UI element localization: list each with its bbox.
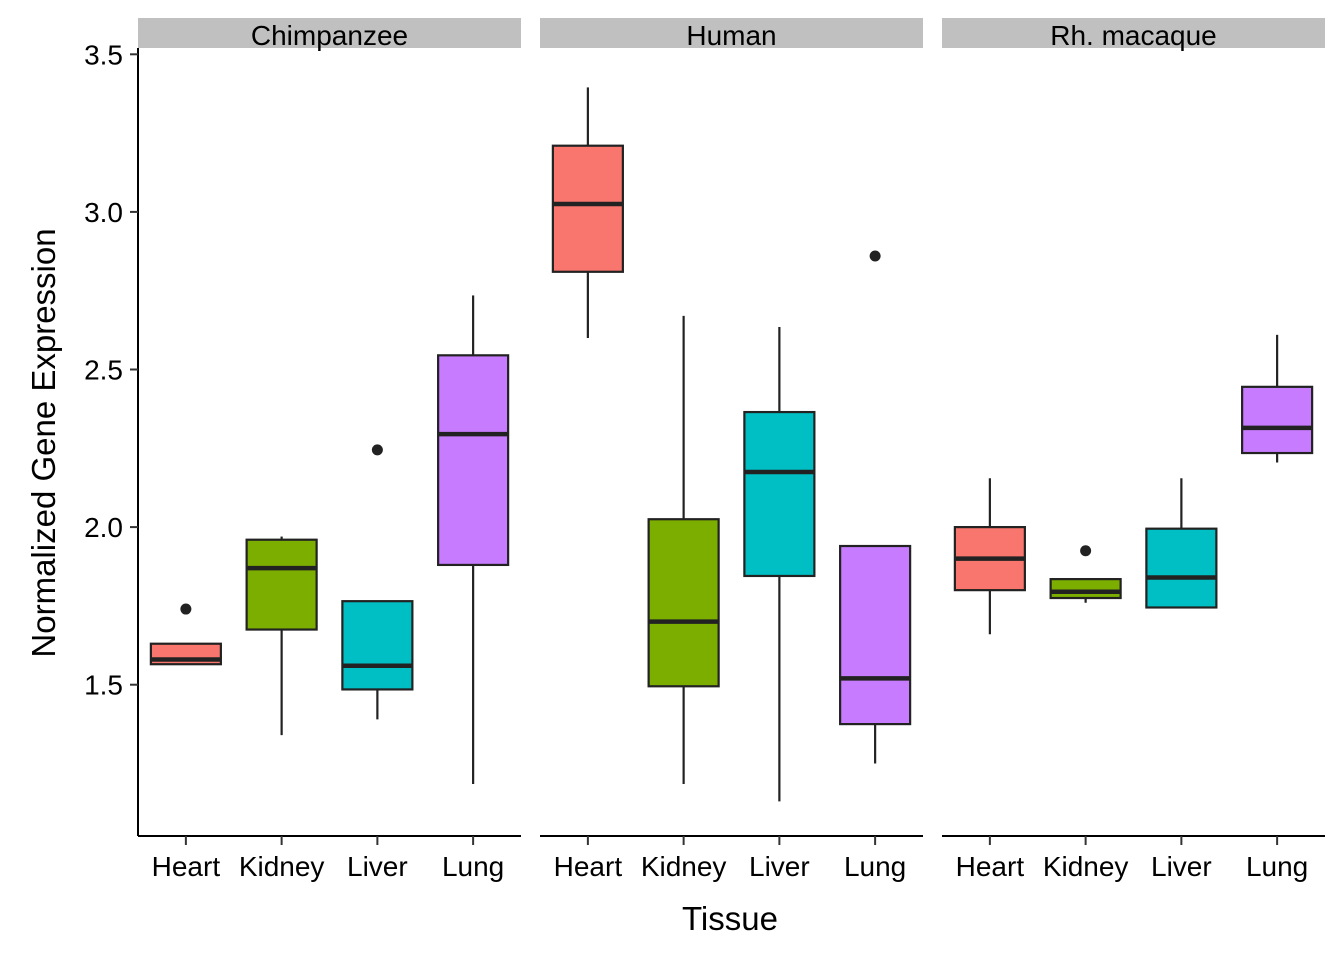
facet-strip-label: Human: [686, 20, 776, 51]
x-tick-label: Lung: [844, 851, 906, 882]
box-body: [1241, 385, 1314, 455]
y-axis-title: Normalized Gene Expression: [25, 228, 62, 657]
facet-strip: [138, 18, 521, 48]
x-tick-label: Lung: [1246, 851, 1308, 882]
outlier-point: [869, 250, 881, 262]
box-body: [245, 538, 318, 631]
x-tick-label: Heart: [152, 851, 221, 882]
box-human-kidney: [647, 315, 720, 784]
facet-strip: [540, 18, 923, 48]
x-tick-label: Heart: [554, 851, 623, 882]
x-tick-label: Kidney: [641, 851, 727, 882]
y-tick-label: 2.0: [84, 512, 123, 543]
box-body: [743, 410, 816, 578]
box-human-lung: [839, 250, 912, 764]
box-human-heart: [551, 87, 624, 338]
facet-strip-label: Rh. macaque: [1050, 20, 1217, 51]
x-tick-label: Liver: [749, 851, 810, 882]
box-body: [647, 518, 720, 688]
y-tick-label: 1.5: [84, 670, 123, 701]
box-body: [1145, 527, 1218, 609]
x-tick-label: Kidney: [1043, 851, 1129, 882]
outlier-point: [180, 603, 192, 615]
box-body: [551, 144, 624, 273]
x-tick-label: Heart: [956, 851, 1025, 882]
facet-panels: Chimpanzee Heart Kidney Liver Lung Human Heart…: [138, 18, 1325, 882]
y-axis: 1.5 2.0 2.5 3.0 3.5: [84, 39, 139, 836]
box-body: [839, 544, 912, 726]
facet-panel-rh-macaque: Rh. macaque Heart Kidney Liver Lung: [942, 18, 1325, 882]
box-rh-macaque-liver: [1145, 478, 1218, 609]
box-rh-macaque-heart: [953, 478, 1026, 635]
facet-panel-chimpanzee: Chimpanzee Heart Kidney Liver Lung: [138, 18, 521, 882]
outlier-point: [371, 444, 383, 456]
x-tick-label: Liver: [347, 851, 408, 882]
box-chimpanzee-heart: [149, 603, 222, 666]
box-body: [1049, 578, 1122, 600]
y-tick-label: 2.5: [84, 355, 123, 386]
box-chimpanzee-lung: [437, 295, 510, 784]
x-tick-label: Lung: [442, 851, 504, 882]
box-body: [437, 354, 510, 567]
outlier-point: [1080, 545, 1092, 557]
box-chimpanzee-liver: [341, 444, 414, 720]
x-axis-title: Tissue: [682, 900, 778, 937]
box-rh-macaque-kidney: [1049, 545, 1122, 603]
x-tick-label: Liver: [1151, 851, 1212, 882]
x-tick-label: Kidney: [239, 851, 325, 882]
y-tick-label: 3.5: [84, 39, 123, 70]
box-human-liver: [743, 326, 816, 802]
facet-strip-label: Chimpanzee: [251, 20, 408, 51]
box-rh-macaque-lung: [1241, 334, 1314, 463]
facet-panel-human: Human Heart Kidney Liver Lung: [540, 18, 923, 882]
facet-strip: [942, 18, 1325, 48]
y-tick-label: 3.0: [84, 197, 123, 228]
box-chimpanzee-kidney: [245, 536, 318, 736]
box-body: [341, 600, 414, 691]
